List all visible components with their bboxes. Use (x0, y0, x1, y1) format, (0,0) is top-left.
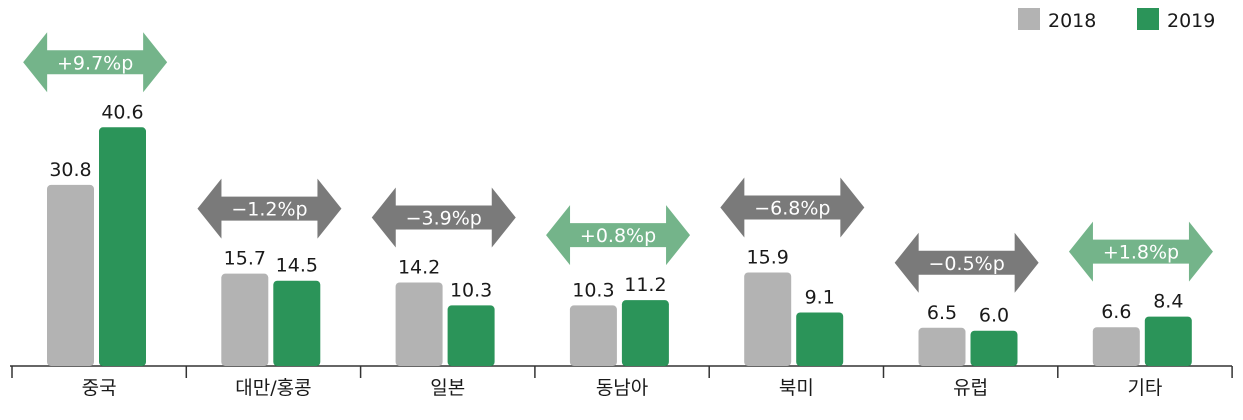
change-label: −0.5%p (929, 253, 1005, 275)
category-label: 동남아 (596, 377, 648, 399)
category-label: 북미 (779, 377, 814, 399)
bar-2018 (918, 327, 966, 366)
bar-2018 (744, 272, 792, 366)
bar-2018 (1092, 327, 1140, 366)
data-label-2019: 10.3 (450, 279, 492, 301)
bar-2019 (970, 330, 1018, 366)
change-label: +0.8%p (580, 225, 656, 247)
category-label: 중국 (82, 377, 117, 399)
bar-2019 (796, 312, 844, 366)
legend-label-2018: 2018 (1048, 10, 1096, 32)
data-label-2019: 14.5 (276, 255, 318, 277)
data-label-2018: 10.3 (572, 279, 614, 301)
bar-2019 (1144, 316, 1192, 366)
category-label: 유럽 (953, 377, 988, 399)
change-arrow (1068, 221, 1213, 282)
data-label-2018: 15.9 (747, 247, 789, 269)
category-label: 대만/홍콩 (235, 377, 311, 399)
change-label: −1.2%p (231, 199, 307, 221)
data-label-2019: 8.4 (1153, 291, 1183, 313)
bar-2018 (395, 282, 443, 366)
data-label-2019: 11.2 (624, 274, 666, 296)
legend-swatch-2018 (1018, 8, 1040, 30)
bar-2019 (621, 300, 669, 366)
data-label-2018: 15.7 (224, 248, 266, 270)
legend-swatch-2019 (1137, 8, 1159, 30)
change-label: −3.9%p (406, 208, 482, 230)
change-arrow (197, 178, 342, 239)
bar-2018 (569, 305, 617, 366)
data-label-2019: 9.1 (805, 286, 835, 308)
data-label-2018: 14.2 (398, 257, 440, 279)
change-arrow (546, 205, 691, 266)
data-label-2019: 6.0 (979, 305, 1009, 327)
bar-2018 (47, 184, 94, 366)
change-arrow (371, 187, 516, 248)
data-label-2018: 30.8 (49, 159, 91, 181)
bar-2019 (99, 127, 146, 366)
data-label-2018: 6.5 (927, 302, 957, 324)
bar-2019 (447, 305, 495, 366)
bar-2019 (273, 280, 321, 366)
change-label: −6.8%p (754, 198, 830, 220)
bar-2018 (221, 273, 269, 366)
category-label: 일본 (430, 377, 465, 399)
change-arrow (894, 232, 1039, 293)
change-arrow (720, 177, 865, 238)
category-label: 기타 (1127, 377, 1162, 399)
change-label: +9.7%p (57, 52, 133, 74)
legend-label-2019: 2019 (1167, 10, 1215, 32)
data-label-2019: 40.6 (101, 101, 143, 123)
data-label-2018: 6.6 (1101, 301, 1131, 323)
change-arrow (23, 32, 168, 93)
change-label: +1.8%p (1103, 242, 1179, 264)
